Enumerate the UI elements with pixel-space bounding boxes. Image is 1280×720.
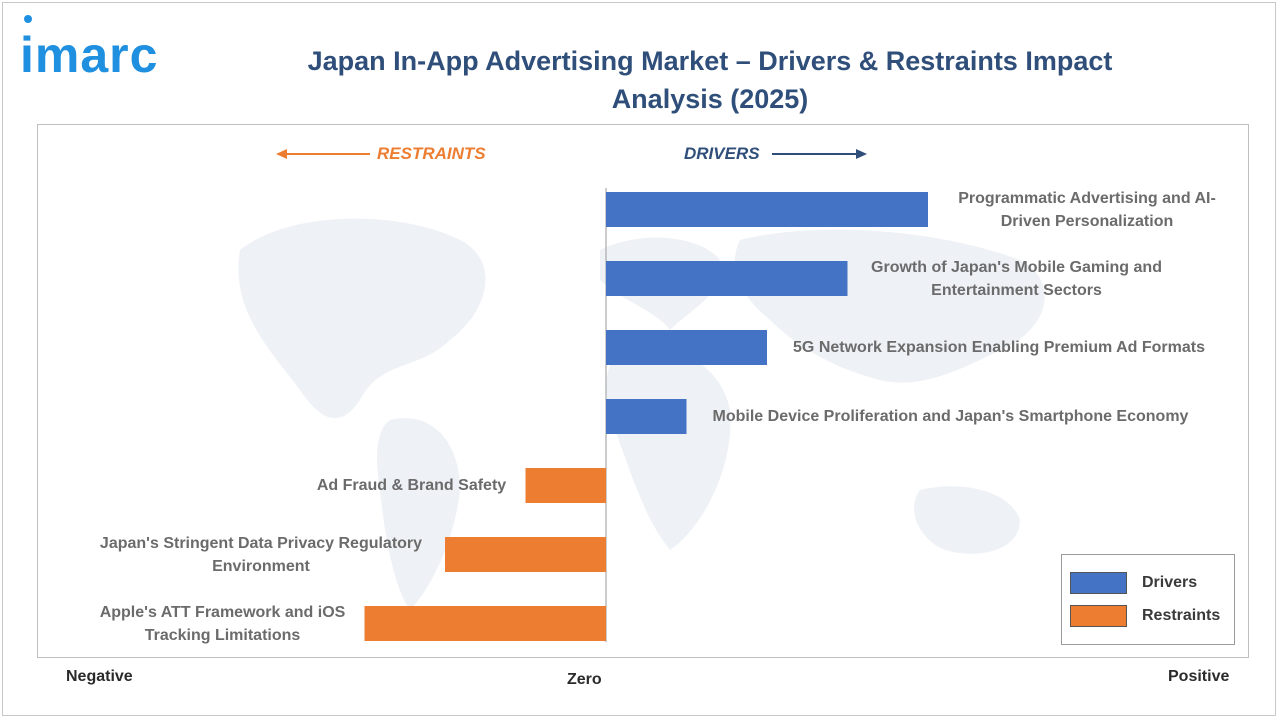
axis-negative-label: Negative	[66, 668, 133, 685]
restraints-arrow	[276, 149, 370, 159]
bar-label-2: Growth of Japan's Mobile Gaming and Ente…	[871, 258, 1162, 299]
logo-dot	[24, 15, 32, 23]
legend-label-restraints: Restraints	[1142, 607, 1221, 624]
bar-label-4: Mobile Device Proliferation and Japan's …	[712, 408, 1189, 425]
axis-zero-label: Zero	[567, 671, 602, 688]
chart-title: Japan In-App Advertising Market – Driver…	[307, 46, 1113, 114]
bar-label-3: 5G Network Expansion Enabling Premium Ad…	[793, 339, 1205, 356]
bar-label-5: Ad Fraud & Brand Safety	[316, 477, 507, 494]
legend-swatch-drivers	[1070, 572, 1127, 594]
bar-driver-3	[606, 330, 767, 365]
bar-restraint-5	[525, 468, 606, 503]
imarc-logo: imarc	[20, 27, 159, 83]
bar-driver-1	[606, 192, 928, 227]
bar-restraint-7	[364, 606, 606, 641]
legend-label-drivers: Drivers	[1142, 574, 1198, 591]
legend-swatch-restraints	[1070, 605, 1127, 627]
bar-label-7: Apple's ATT Framework and iOS Tracking L…	[99, 603, 346, 644]
bar-driver-2	[606, 261, 848, 296]
drivers-direction-label: DRIVERS	[684, 144, 760, 163]
legend: Drivers Restraints	[1061, 554, 1235, 645]
bar-driver-4	[606, 399, 687, 434]
chart-area	[37, 124, 1249, 658]
restraints-direction-label: RESTRAINTS	[377, 144, 486, 163]
bar-label-6: Japan's Stringent Data Privacy Regulator…	[99, 534, 423, 575]
bar-label-1: Programmatic Advertising and AI-Driven P…	[958, 189, 1216, 230]
axis-positive-label: Positive	[1168, 668, 1230, 685]
drivers-arrow	[772, 149, 867, 159]
bar-restraint-6	[445, 537, 606, 572]
